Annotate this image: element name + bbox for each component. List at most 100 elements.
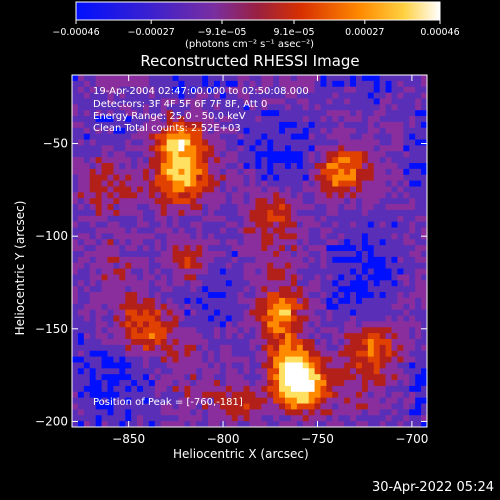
heatmap-cell (255, 163, 262, 170)
heatmap-cell (125, 256, 132, 264)
heatmap-cell (137, 204, 144, 211)
heatmap-cell (219, 221, 227, 228)
heatmap-cell (196, 321, 203, 328)
heatmap-cell (131, 145, 138, 152)
heatmap-cell (356, 174, 363, 181)
heatmap-cell (237, 274, 244, 281)
heatmap-cell (356, 251, 363, 258)
heatmap-cell (356, 368, 363, 375)
heatmap-cell (290, 274, 298, 281)
heatmap-cell (231, 139, 239, 146)
heatmap-cell (143, 303, 150, 311)
heatmap-cell (178, 303, 185, 311)
heatmap-cell (184, 385, 191, 393)
heatmap-cell (267, 333, 274, 340)
heatmap-cell (373, 116, 381, 123)
heatmap-cell (356, 215, 363, 223)
heatmap-cell (160, 145, 168, 152)
heatmap-cell (261, 403, 268, 410)
heatmap-cell (385, 133, 392, 140)
heatmap-cell (95, 362, 102, 369)
heatmap-cell (184, 309, 191, 316)
heatmap-cell (373, 350, 381, 357)
heatmap-cell (190, 362, 197, 369)
heatmap-cell (160, 350, 168, 357)
heatmap-cell (290, 86, 298, 93)
heatmap-cell (249, 116, 256, 123)
heatmap-cell (196, 415, 203, 422)
heatmap-cell (214, 268, 221, 275)
heatmap-cell (314, 409, 321, 416)
heatmap-cell (113, 86, 120, 93)
heatmap-cell (190, 315, 197, 322)
heatmap-cell (338, 198, 345, 205)
heatmap-cell (160, 163, 168, 170)
heatmap-cell (72, 157, 79, 164)
heatmap-cell (261, 339, 268, 346)
heatmap-cell (178, 286, 185, 293)
heatmap-cell (296, 192, 304, 199)
heatmap-cell (208, 380, 215, 387)
heatmap-cell (356, 374, 363, 381)
heatmap-cell (261, 145, 268, 152)
heatmap-cell (154, 339, 162, 346)
heatmap-cell (231, 157, 239, 164)
heatmap-cell (231, 280, 239, 287)
heatmap-cell (166, 274, 173, 281)
heatmap-cell (308, 116, 315, 123)
heatmap-cell (95, 110, 102, 117)
heatmap-cell (332, 98, 339, 105)
heatmap-cell (143, 174, 150, 181)
heatmap-cell (243, 139, 250, 146)
heatmap-cell (397, 415, 404, 422)
heatmap-cell (255, 110, 262, 117)
heatmap-cell (356, 333, 363, 340)
heatmap-cell (409, 356, 416, 363)
heatmap-cell (403, 98, 410, 105)
heatmap-cell (113, 327, 120, 334)
heatmap-cell (77, 151, 85, 158)
heatmap-cell (356, 186, 363, 193)
heatmap-cell (314, 333, 321, 340)
heatmap-cell (113, 215, 120, 223)
heatmap-cell (160, 421, 168, 428)
heatmap-cell (77, 75, 85, 82)
heatmap-cell (143, 385, 150, 393)
heatmap-cell (113, 104, 120, 111)
heatmap-cell (196, 333, 203, 340)
heatmap-cell (308, 315, 315, 322)
heatmap-cell (166, 397, 173, 404)
heatmap-cell (361, 415, 369, 422)
heatmap-cell (72, 145, 79, 152)
heatmap-cell (255, 415, 262, 422)
heatmap-cell (302, 397, 310, 404)
heatmap-cell (361, 192, 369, 199)
heatmap-cell (397, 139, 404, 146)
heatmap-cell (332, 368, 339, 375)
heatmap-cell (314, 303, 321, 311)
heatmap-cell (344, 292, 351, 299)
heatmap-cell (279, 421, 286, 428)
heatmap-cell (255, 145, 262, 152)
heatmap-cell (379, 262, 386, 269)
heatmap-cell (107, 397, 114, 404)
heatmap-cell (296, 333, 304, 340)
heatmap-cell (95, 368, 102, 375)
heatmap-cell (302, 215, 310, 223)
heatmap-cell (314, 80, 321, 88)
heatmap-cell (160, 215, 168, 223)
heatmap-cell (131, 362, 138, 369)
heatmap-cell (296, 221, 304, 228)
heatmap-cell (166, 221, 173, 228)
heatmap-cell (255, 274, 262, 281)
heatmap-cell (196, 344, 203, 352)
heatmap-cell (190, 286, 197, 293)
heatmap-cell (279, 256, 286, 264)
heatmap-cell (332, 215, 339, 223)
heatmap-cell (356, 98, 363, 105)
heatmap-cell (131, 168, 138, 176)
heatmap-cell (208, 151, 215, 158)
heatmap-cell (208, 344, 215, 352)
heatmap-cell (421, 227, 428, 234)
heatmap-cell (101, 350, 108, 357)
